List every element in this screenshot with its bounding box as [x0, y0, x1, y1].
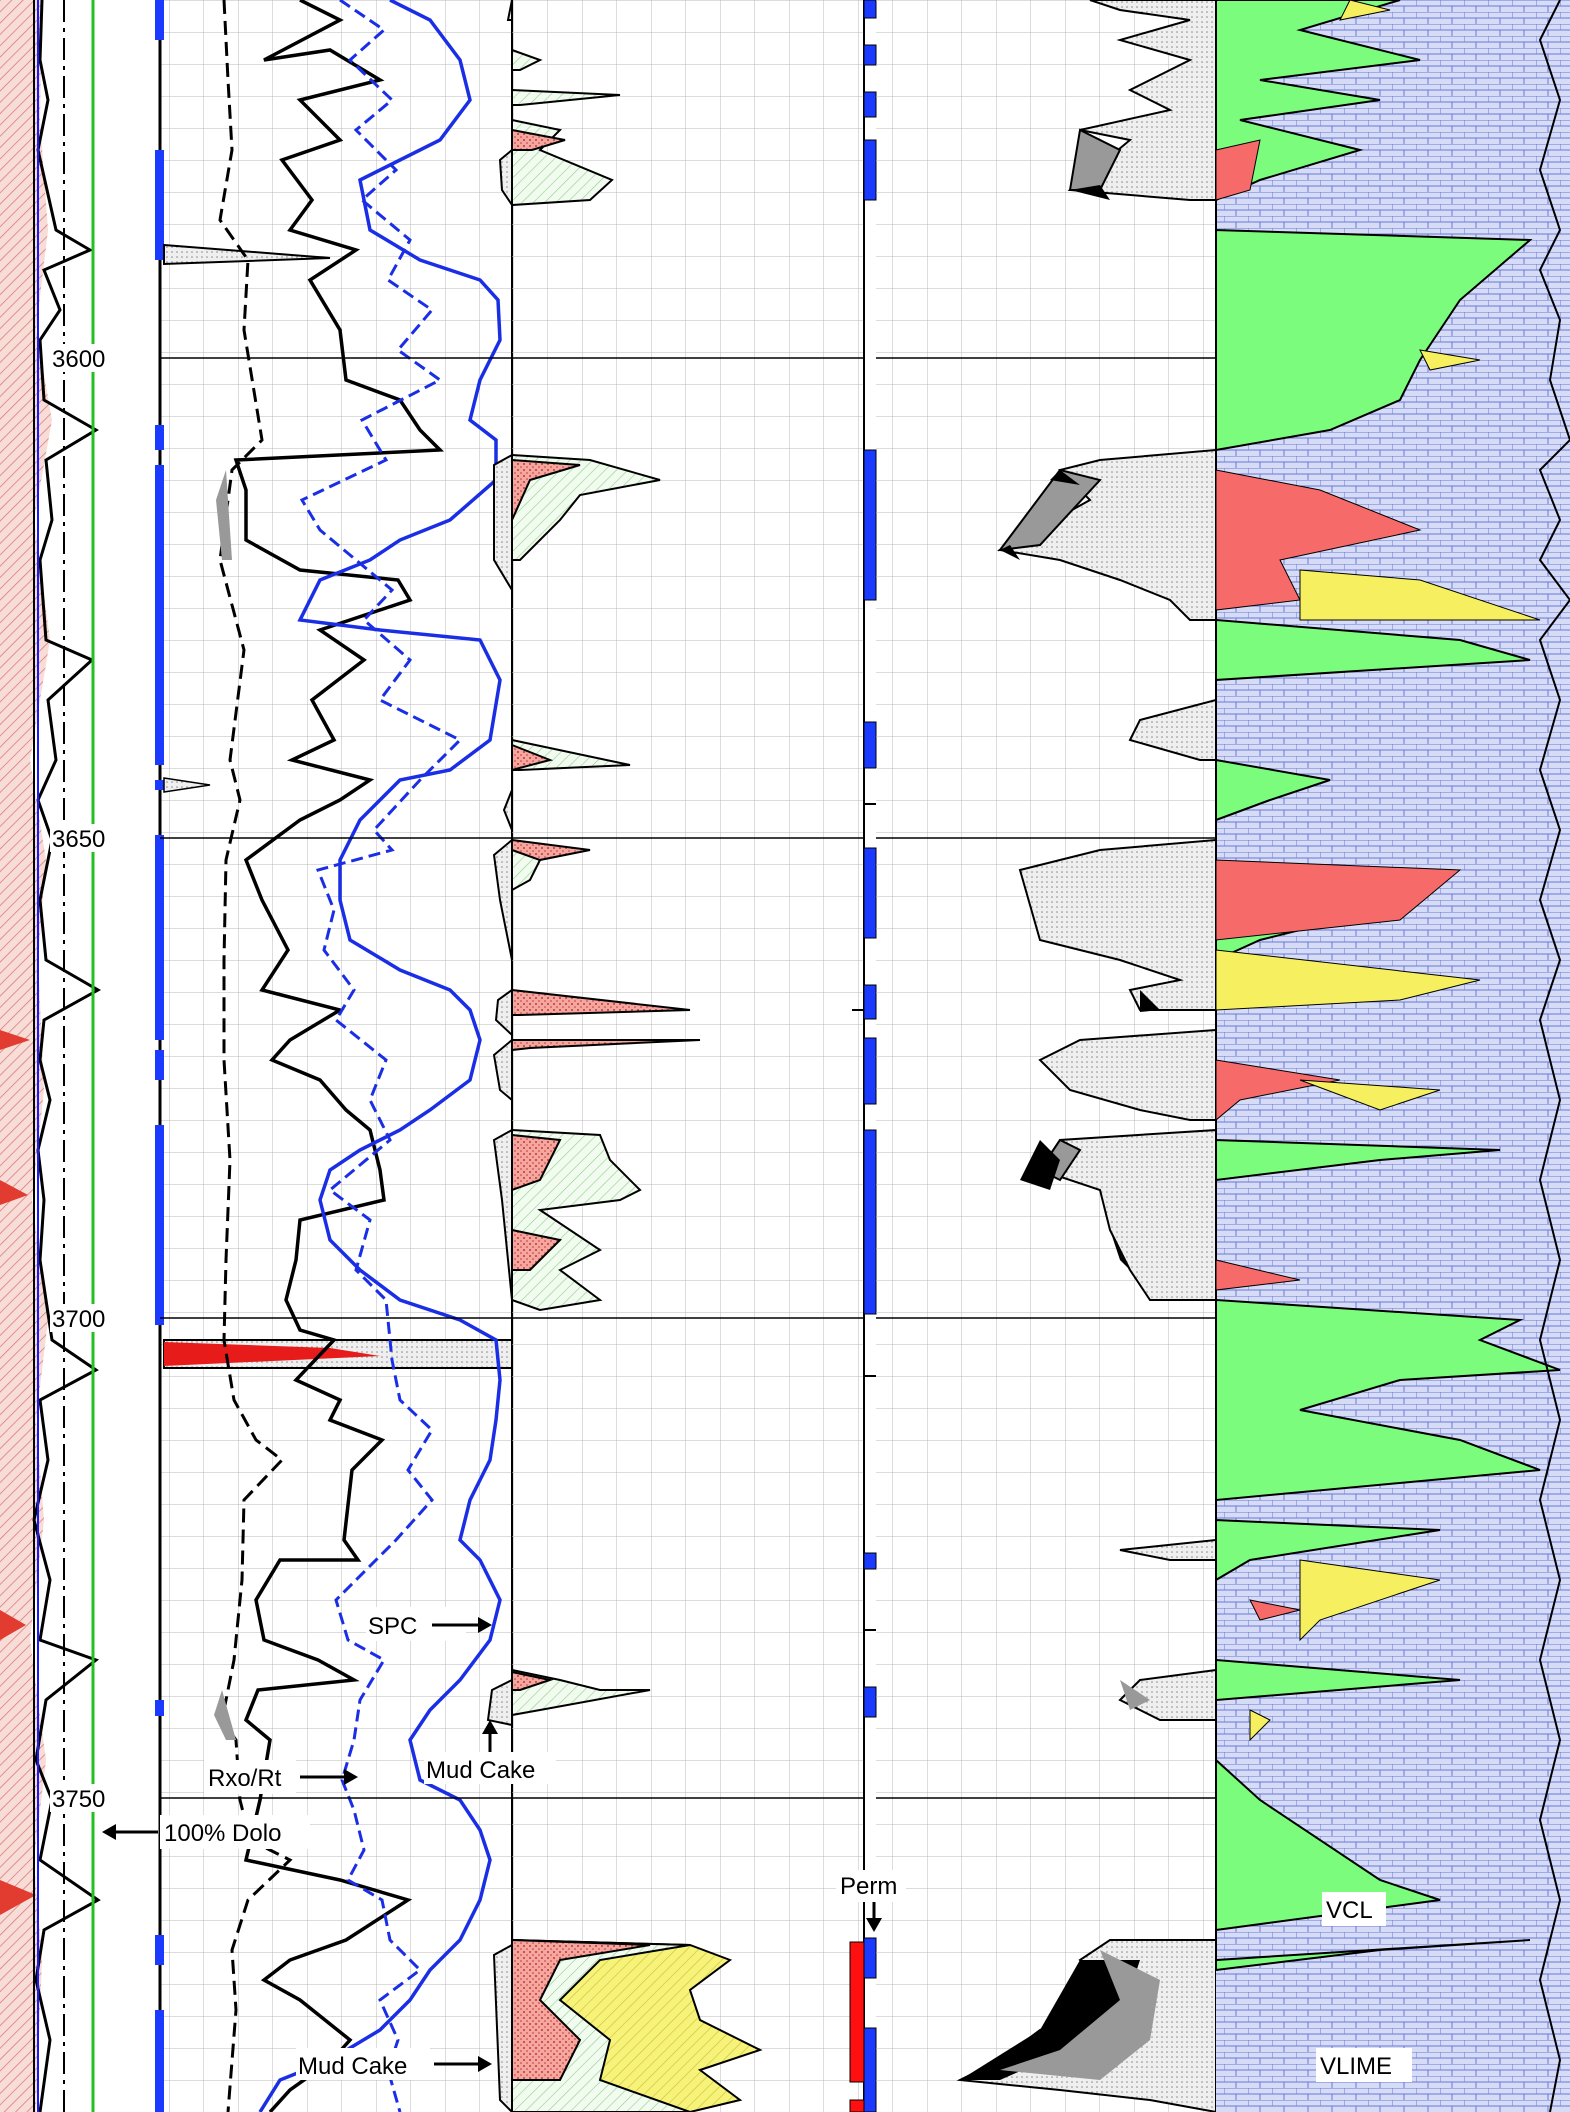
blue-dashed-curve — [299, 0, 463, 2112]
porosity-track — [486, 0, 865, 2112]
resistivity-spike-upper — [163, 243, 331, 266]
annotations: SPC Mud Cake Rxo/Rt 100% Dolo Perm Mud C… — [102, 1607, 1412, 2082]
resistivity-spike-mid — [163, 777, 211, 793]
perm-track — [849, 0, 877, 2112]
mud-cake-annotation-lower: Mud Cake — [298, 2053, 407, 2080]
mud-cake-annotation-upper: Mud Cake — [426, 1757, 535, 1784]
saturation-track — [876, 0, 1217, 2112]
lithology-red — [1215, 139, 1462, 1621]
perm-annotation: Perm — [840, 1873, 897, 1900]
lithology-track — [1215, 0, 1570, 2112]
depth-tick-label: 3750 — [52, 1786, 105, 1813]
vcl-fill — [1215, 0, 1561, 1972]
perm-ticks — [852, 803, 876, 1631]
porosity-fills — [511, 48, 763, 2112]
lithology-yellow — [1215, 0, 1541, 1742]
resistivity-track — [155, 0, 513, 2112]
vlime-annotation: VLIME — [1320, 2053, 1392, 2080]
lithology-right-border — [1538, 0, 1570, 2112]
depth-tick-label: 3650 — [52, 826, 105, 853]
depth-labels: 3600 3650 3700 3750 — [50, 344, 120, 1813]
gr-shading — [0, 0, 52, 2112]
perm-flags — [863, 0, 877, 2112]
depth-tick-label: 3600 — [52, 346, 105, 373]
depth-label-bg — [50, 1784, 120, 1812]
depth-label-bg — [50, 824, 120, 852]
rxo-rt-annotation: Rxo/Rt — [208, 1765, 282, 1792]
spc-annotation: SPC — [368, 1613, 417, 1640]
saturation-fill — [956, 0, 1217, 2112]
grey-mud-bump-2 — [214, 1690, 236, 1740]
saturation-dark — [960, 128, 1160, 2080]
grey-mud-bump-1 — [216, 470, 232, 560]
depth-label-bg — [50, 1304, 120, 1332]
depth-grid-lines — [160, 357, 1216, 1799]
depth-tick-label: 3700 — [52, 1306, 105, 1333]
perm-red-bars — [849, 1941, 865, 2112]
track2-flags — [155, 0, 164, 2112]
depth-label-bg — [50, 344, 120, 372]
vcl-annotation: VCL — [1326, 1897, 1373, 1924]
spc-curve — [258, 0, 502, 2112]
black-solid-curve — [233, 0, 445, 2112]
gr-curve — [32, 0, 102, 2112]
dolo-annotation: 100% Dolo — [164, 1820, 281, 1847]
